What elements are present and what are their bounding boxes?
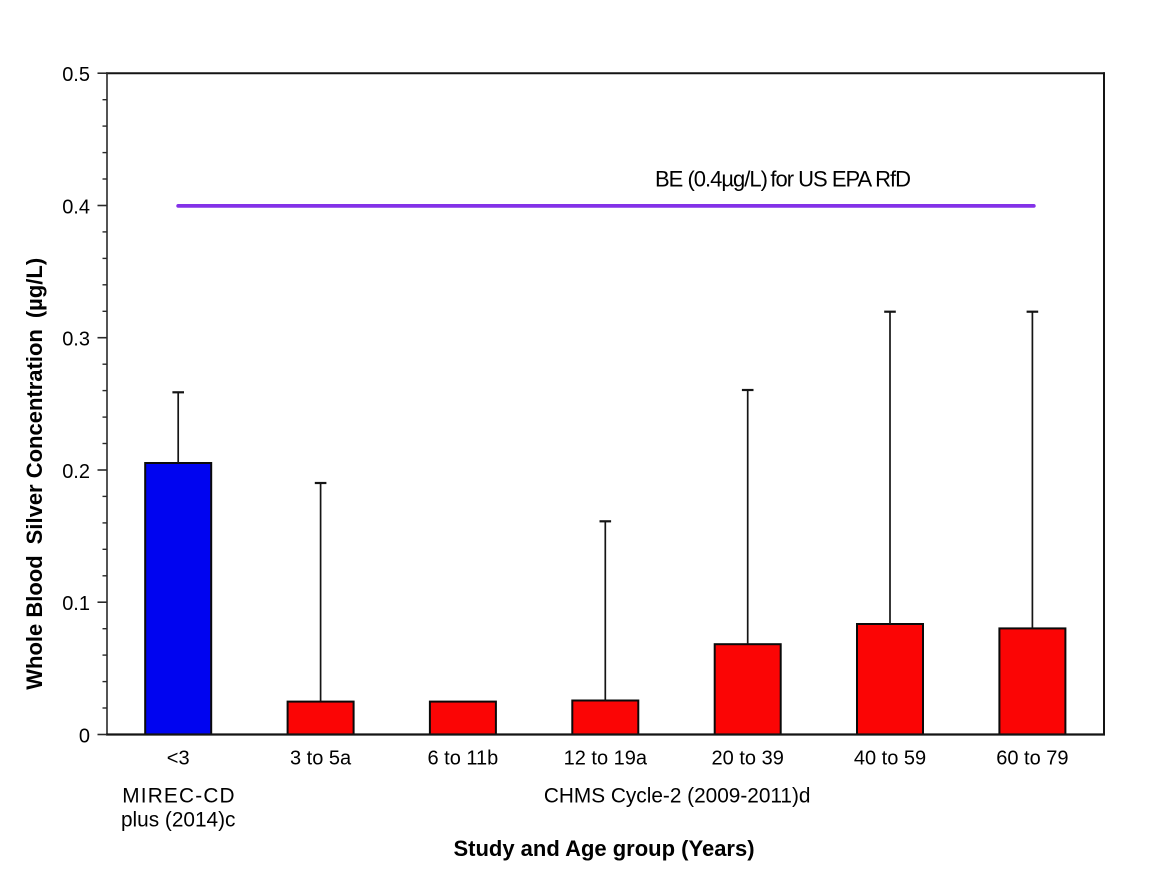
svg-text:0: 0: [79, 725, 90, 747]
svg-text:MIREC-CD: MIREC-CD: [122, 785, 236, 808]
svg-text:<3: <3: [167, 747, 190, 769]
svg-text:20 to 39: 20 to 39: [712, 747, 784, 769]
svg-text:60 to 79: 60 to 79: [996, 747, 1068, 769]
svg-text:0.2: 0.2: [62, 461, 90, 483]
svg-text:12 to 19a: 12 to 19a: [564, 747, 648, 769]
svg-text:3 to 5a: 3 to 5a: [290, 747, 352, 769]
svg-text:Whole Blood Silver Concentrati: Whole Blood Silver Concentration (µg/L): [22, 258, 47, 690]
svg-text:CHMS Cycle-2 (2009-2011)d: CHMS Cycle-2 (2009-2011)d: [544, 785, 811, 808]
svg-text:plus (2014)c: plus (2014)c: [121, 809, 235, 832]
svg-text:0.5: 0.5: [62, 64, 90, 86]
svg-text:40 to 59: 40 to 59: [854, 747, 926, 769]
svg-text:0.4: 0.4: [62, 196, 90, 218]
svg-text:6 to 11b: 6 to 11b: [427, 747, 498, 769]
svg-text:0.3: 0.3: [62, 329, 90, 351]
svg-text:BE (0.4µg/L) for US EPA RfD: BE (0.4µg/L) for US EPA RfD: [655, 167, 910, 192]
svg-text:0.1: 0.1: [62, 593, 90, 615]
svg-text:Study and Age group (Years): Study and Age group (Years): [453, 836, 754, 861]
